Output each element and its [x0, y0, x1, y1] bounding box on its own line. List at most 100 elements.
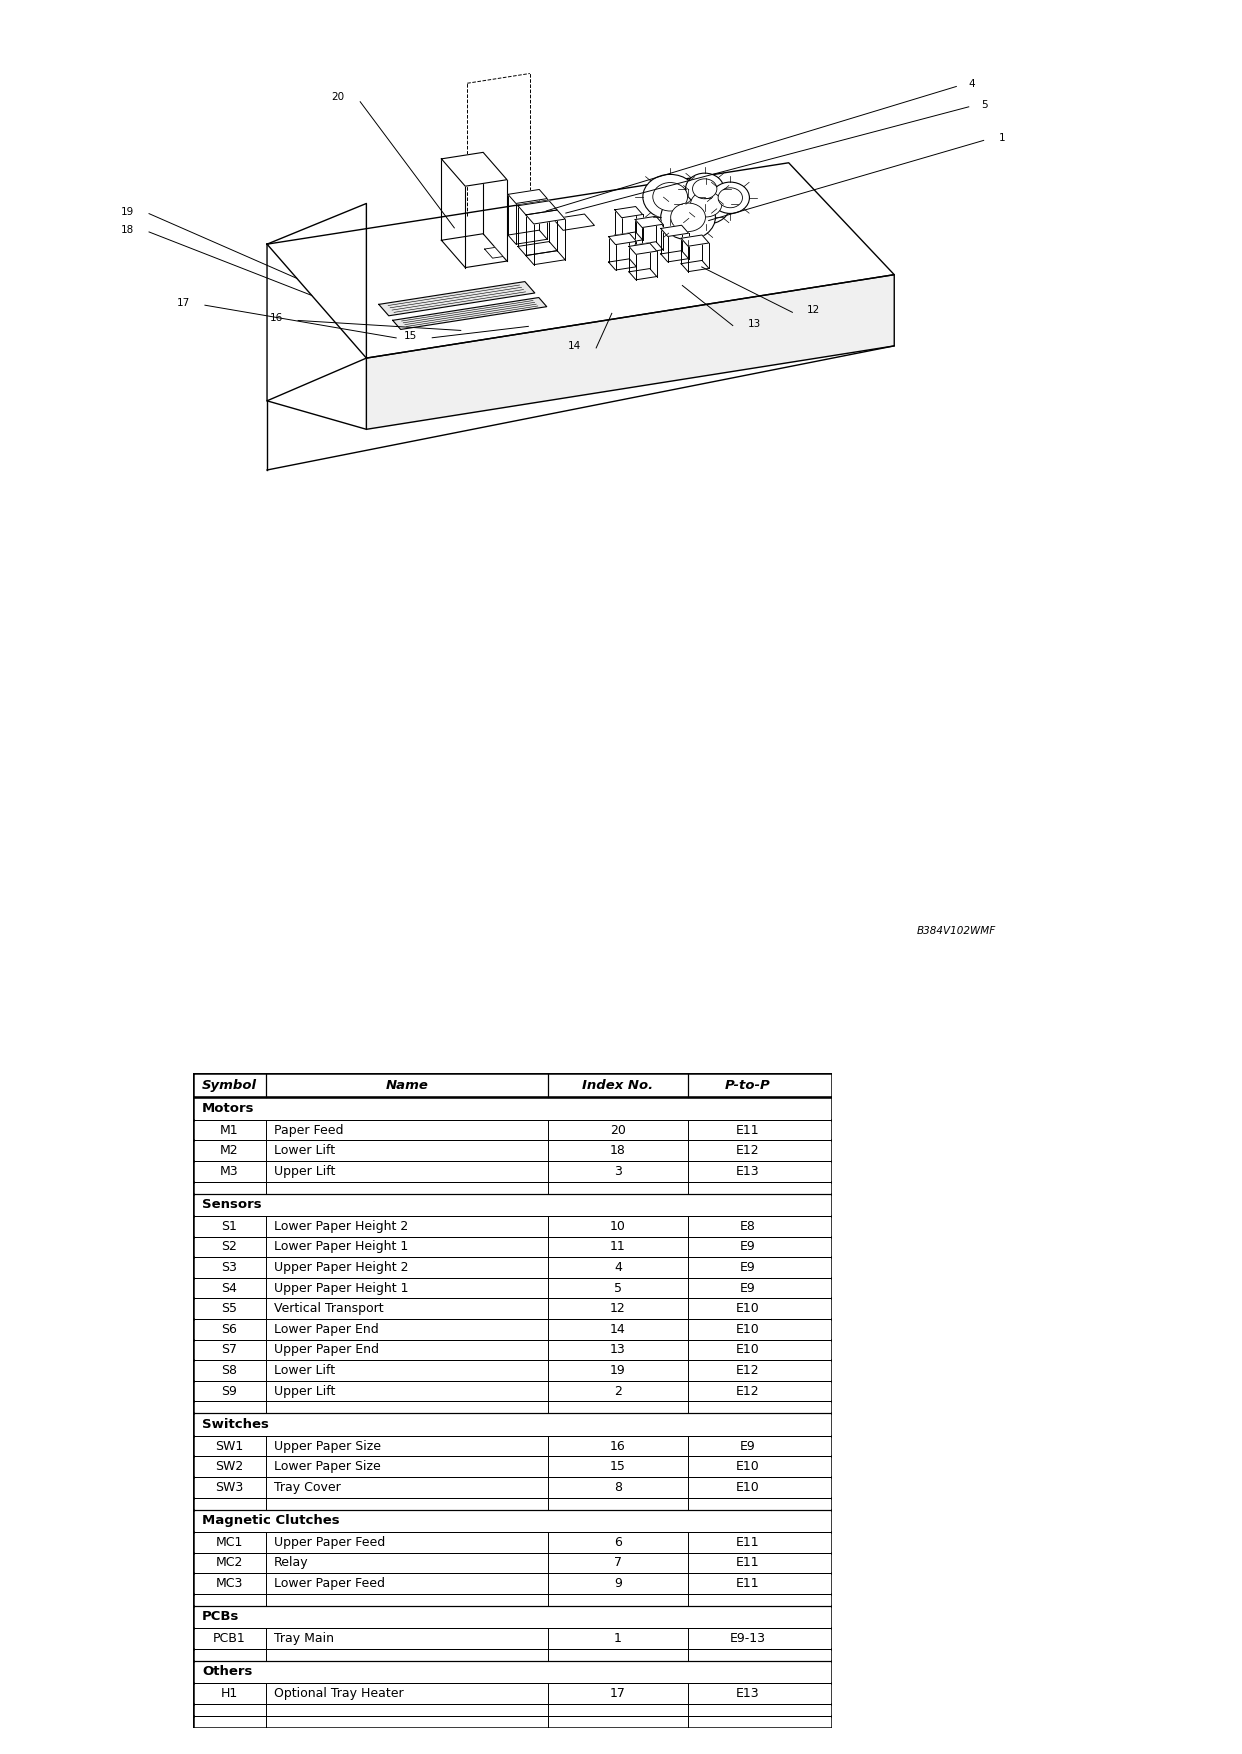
Text: 20: 20	[330, 91, 344, 102]
Text: PCB1: PCB1	[212, 1631, 246, 1645]
Text: M2: M2	[220, 1144, 238, 1158]
Polygon shape	[609, 233, 636, 244]
Text: MC2: MC2	[216, 1556, 243, 1570]
Polygon shape	[518, 202, 558, 214]
Polygon shape	[525, 251, 565, 265]
Text: 4: 4	[614, 1261, 622, 1273]
Text: 1: 1	[999, 133, 1005, 144]
Text: E9: E9	[739, 1440, 755, 1452]
Text: E11: E11	[735, 1577, 759, 1589]
Text: 7: 7	[614, 1556, 622, 1570]
Circle shape	[643, 174, 698, 219]
Text: E10: E10	[735, 1344, 759, 1356]
Text: H1: H1	[221, 1687, 238, 1700]
Polygon shape	[635, 216, 663, 228]
Text: Lower Paper Height 2: Lower Paper Height 2	[273, 1219, 407, 1233]
Text: E13: E13	[735, 1687, 759, 1700]
Text: S3: S3	[221, 1261, 237, 1273]
Polygon shape	[518, 242, 558, 256]
Text: 8: 8	[614, 1480, 622, 1494]
Circle shape	[718, 188, 743, 207]
Polygon shape	[366, 275, 894, 430]
Text: 1: 1	[614, 1631, 622, 1645]
Circle shape	[712, 182, 749, 214]
Text: Symbol: Symbol	[201, 1079, 257, 1093]
Text: Index No.: Index No.	[582, 1079, 653, 1093]
Text: Tray Main: Tray Main	[273, 1631, 334, 1645]
Text: Lower Paper Feed: Lower Paper Feed	[273, 1577, 385, 1589]
Polygon shape	[661, 225, 688, 237]
Text: 19: 19	[610, 1365, 626, 1377]
Text: 15: 15	[610, 1459, 626, 1473]
Text: Upper Paper Feed: Upper Paper Feed	[273, 1537, 385, 1549]
Text: Tray Cover: Tray Cover	[273, 1480, 340, 1494]
Text: Others: Others	[202, 1665, 252, 1679]
Text: MC1: MC1	[216, 1537, 243, 1549]
Polygon shape	[267, 203, 366, 402]
Text: Vertical Transport: Vertical Transport	[273, 1301, 384, 1316]
Text: 14: 14	[610, 1323, 626, 1337]
Text: 14: 14	[568, 340, 581, 351]
Text: Upper Paper End: Upper Paper End	[273, 1344, 379, 1356]
Text: E10: E10	[735, 1459, 759, 1473]
Circle shape	[661, 195, 715, 240]
Text: E8: E8	[739, 1219, 755, 1233]
Text: 6: 6	[614, 1537, 622, 1549]
Text: 18: 18	[610, 1144, 626, 1158]
Text: 17: 17	[610, 1687, 626, 1700]
Text: Relay: Relay	[273, 1556, 308, 1570]
Text: E10: E10	[735, 1323, 759, 1337]
Text: S6: S6	[221, 1323, 237, 1337]
Polygon shape	[635, 242, 663, 253]
Text: P-to-P: P-to-P	[724, 1079, 770, 1093]
Circle shape	[693, 179, 717, 198]
Text: Upper Lift: Upper Lift	[273, 1384, 335, 1398]
Text: Name: Name	[385, 1079, 428, 1093]
Polygon shape	[681, 235, 709, 246]
Polygon shape	[508, 189, 548, 203]
Text: 18: 18	[120, 225, 134, 235]
Text: S9: S9	[221, 1384, 237, 1398]
Polygon shape	[628, 268, 657, 281]
Text: Lower Lift: Lower Lift	[273, 1365, 335, 1377]
Text: 9: 9	[614, 1577, 622, 1589]
Text: 19: 19	[120, 207, 134, 216]
Text: Upper Paper Height 2: Upper Paper Height 2	[273, 1261, 409, 1273]
Text: SW2: SW2	[215, 1459, 243, 1473]
Text: 4: 4	[969, 79, 975, 89]
Circle shape	[671, 203, 705, 232]
Text: Lower Paper Height 1: Lower Paper Height 1	[273, 1240, 407, 1254]
Text: E11: E11	[735, 1537, 759, 1549]
Text: Upper Lift: Upper Lift	[273, 1165, 335, 1179]
Text: SW3: SW3	[215, 1480, 243, 1494]
Text: 17: 17	[176, 298, 190, 309]
Text: Lower Paper Size: Lower Paper Size	[273, 1459, 380, 1473]
Circle shape	[682, 184, 730, 225]
Polygon shape	[615, 207, 642, 217]
Text: Magnetic Clutches: Magnetic Clutches	[202, 1514, 340, 1528]
Text: E12: E12	[735, 1384, 759, 1398]
Text: 15: 15	[404, 332, 417, 340]
Text: Sensors: Sensors	[202, 1198, 262, 1212]
Text: E12: E12	[735, 1365, 759, 1377]
Text: M1: M1	[220, 1124, 238, 1137]
Text: E11: E11	[735, 1556, 759, 1570]
Text: E10: E10	[735, 1301, 759, 1316]
Polygon shape	[508, 230, 548, 244]
Text: S5: S5	[221, 1301, 237, 1316]
Text: Paper Feed: Paper Feed	[273, 1124, 343, 1137]
Text: 5: 5	[614, 1282, 622, 1294]
Polygon shape	[609, 260, 636, 270]
Text: 13: 13	[748, 319, 761, 328]
Text: SW1: SW1	[215, 1440, 243, 1452]
Text: 13: 13	[610, 1344, 626, 1356]
Text: M3: M3	[220, 1165, 238, 1179]
Text: E9: E9	[739, 1261, 755, 1273]
Polygon shape	[661, 251, 688, 261]
Text: Lower Paper End: Lower Paper End	[273, 1323, 379, 1337]
Polygon shape	[441, 153, 507, 186]
Text: PCBs: PCBs	[202, 1610, 240, 1624]
Circle shape	[686, 174, 724, 205]
Polygon shape	[392, 298, 546, 330]
Text: E10: E10	[735, 1480, 759, 1494]
